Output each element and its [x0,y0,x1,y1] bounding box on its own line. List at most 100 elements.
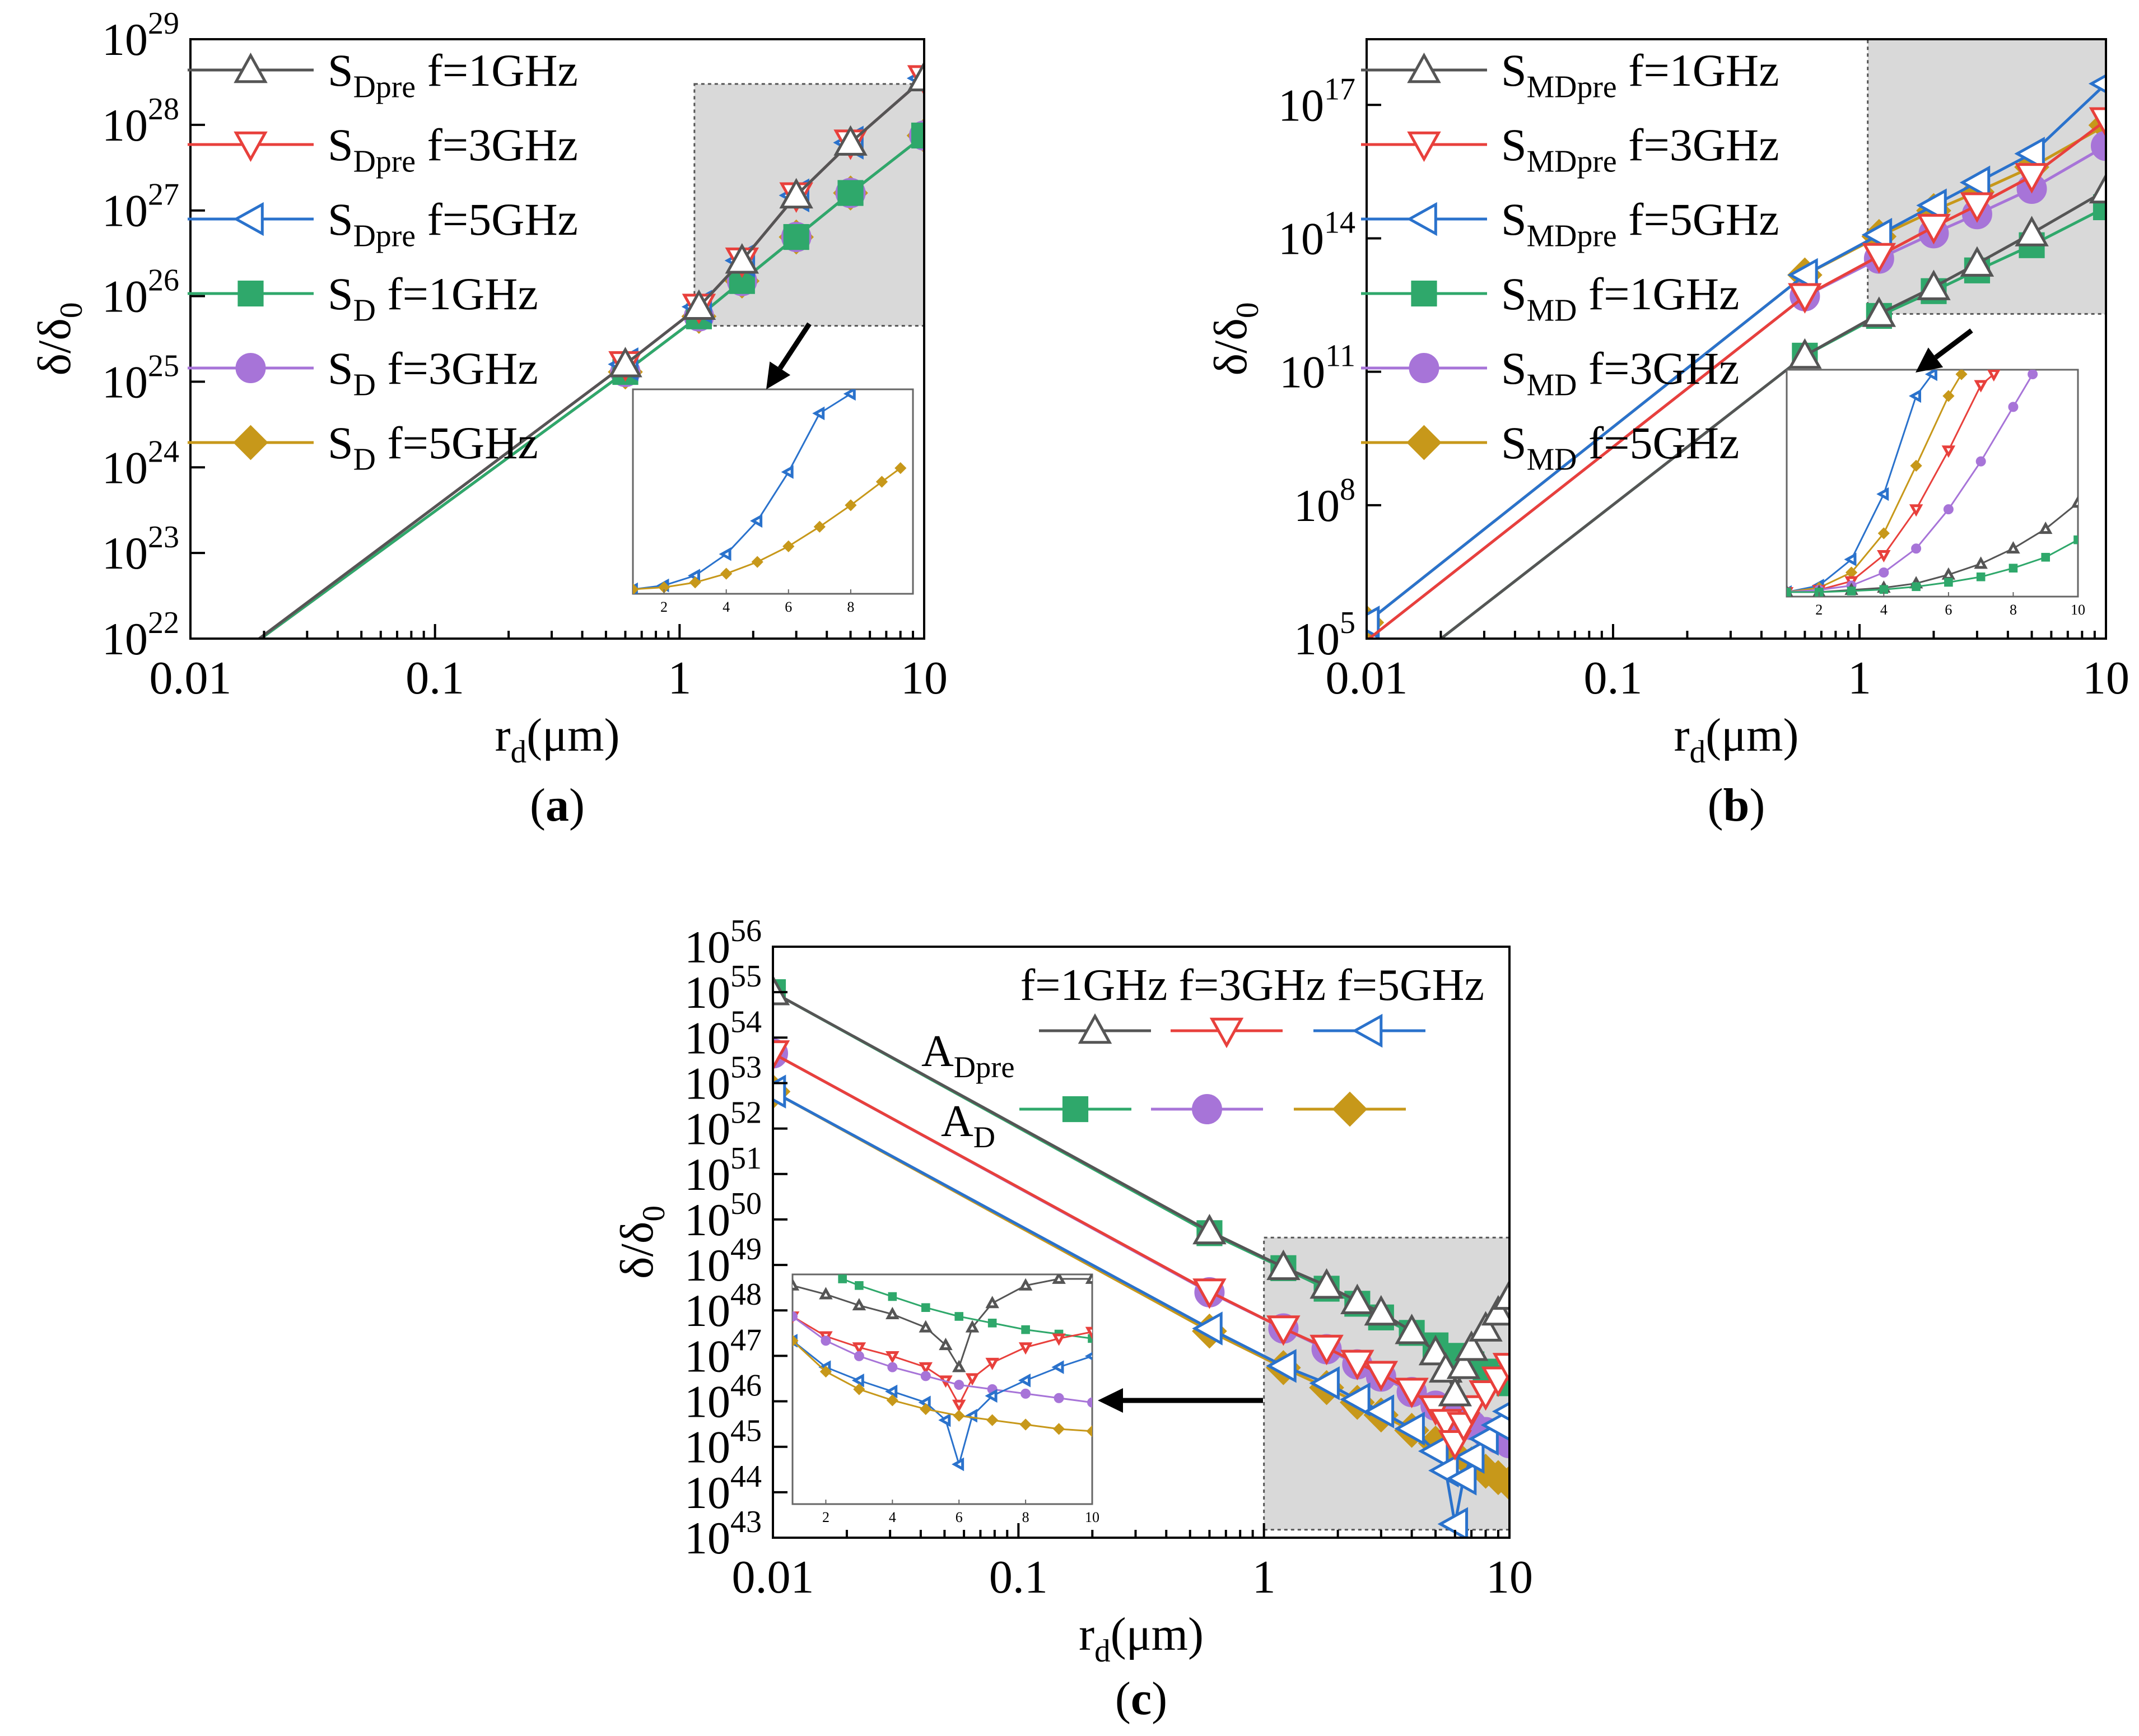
inset-point [894,462,907,474]
data-point [1917,213,1951,245]
inset-point [886,1394,898,1407]
inset-point [1987,370,2001,382]
inset-line-f1_sd [1787,539,2078,593]
x-tick-label: 10 [901,652,948,704]
inset-point [1975,456,1986,467]
inset-point [1018,1342,1033,1355]
data-point [1266,1315,1301,1346]
data-point [2088,74,2106,94]
inset-point [813,520,826,533]
legend-label: SMDpre f=3GHz [1501,119,1779,179]
inset-point [853,1383,865,1395]
legend-label: AD [941,1097,995,1154]
inset-point [1876,487,1889,501]
inset-point [887,1362,898,1372]
legend-header: f=1GHz f=3GHz f=5GHz [1020,961,1484,1010]
legend-marker [1411,280,1437,307]
x-axis-label: rd(μm) [495,709,620,770]
inset-point [845,499,857,511]
inset-point [1942,390,1955,402]
panel-label: (c) [1115,1673,1167,1725]
inset-point [719,547,731,561]
y-tick-label: 1056 [684,914,762,972]
y-tick-label: 1043 [684,1505,762,1563]
inset-point [1087,1397,1092,1408]
data-point [1310,1268,1344,1299]
plot-area [1367,74,2106,639]
y-tick-label: 1025 [102,348,179,407]
x-tick-label: 10 [2082,652,2129,704]
y-tick-label: 1028 [102,92,179,151]
data-point [1192,1213,1227,1245]
inset-point [1052,1333,1066,1346]
inset-point [1943,504,1954,515]
data-point [2091,131,2106,161]
inset-tick-label: 4 [1880,602,1888,618]
data-point [2089,173,2106,204]
y-tick-label: 1026 [102,263,179,322]
y-tick-label: 1045 [684,1414,762,1473]
inset-tick-label: 10 [1085,1509,1099,1525]
plot-area [773,975,1509,1538]
inset-point [1877,550,1891,563]
x-tick-label: 0.01 [150,652,232,704]
legend-label: SMD f=3GHz [1501,343,1739,403]
data-point [773,1040,790,1071]
legend-label: SD f=1GHz [328,268,538,328]
legend-label: SMDpre f=1GHz [1501,45,1779,105]
y-tick-label: 1014 [1278,205,1355,264]
panel-label: (b) [1708,779,1765,831]
legend-label: SMD f=5GHz [1501,417,1739,477]
data-point [779,178,813,209]
data-point [1364,1361,1399,1391]
inset-point [2041,552,2051,562]
chart-panel-a: 0.01 0.1 1 10 1022 1023 1024 1025 1026 1027 1028 10… [29,6,948,831]
inset-point [938,1413,951,1427]
inset-point [781,465,794,479]
inset-point [1877,527,1890,539]
data-point [1787,258,1818,292]
y-tick-label: 1011 [1279,339,1355,398]
data-point [1395,1377,1429,1408]
data-point [1862,296,1896,327]
inset-point [2008,402,2019,412]
inset-point [1052,1274,1066,1284]
legend-marker [1406,425,1442,460]
inset-point [1974,556,1988,569]
y-tick-label: 1048 [684,1277,762,1336]
y-tick-label: 1023 [102,520,179,579]
y-tick-label: 1051 [684,1141,762,1200]
inset-point [939,1338,953,1351]
chart-panel-b: 0.01 0.1 1 10105108101110141017rd(μm)δ/δ0(b… [1205,38,2129,831]
inset-point [1084,1352,1092,1361]
legend-marker [1062,1096,1089,1123]
y-tick-label: 1054 [684,1004,762,1063]
data-point [1453,1440,1485,1474]
inset-line-f3_sd [793,1315,1092,1404]
inset-point [1018,1373,1031,1388]
data-point [1917,269,1951,300]
data-point [1454,1330,1489,1361]
inset-point [2073,535,2078,544]
inset-tick-label: 6 [956,1509,963,1525]
inset-tick-label: 4 [723,599,730,615]
inset-point [919,1320,933,1333]
inset-point [952,1360,966,1372]
legend-marker [237,280,264,307]
data-point [833,125,868,156]
inset-point [812,406,825,421]
y-tick-label: 1049 [684,1232,762,1291]
inset-point [1847,587,1856,595]
data-point [837,180,864,206]
legend-label: SDpre f=1GHz [328,45,578,105]
inset-point [920,1371,931,1381]
inset-point [720,567,733,580]
data-point [773,1074,786,1109]
inset-line-f1_pre [793,1278,1092,1370]
inset-plot: 2 4 6 8 10 [1786,369,2085,618]
inset-point [1844,552,1857,566]
inset-point [954,1380,964,1390]
inset-plot-area [633,389,907,594]
inset-point [633,583,639,594]
